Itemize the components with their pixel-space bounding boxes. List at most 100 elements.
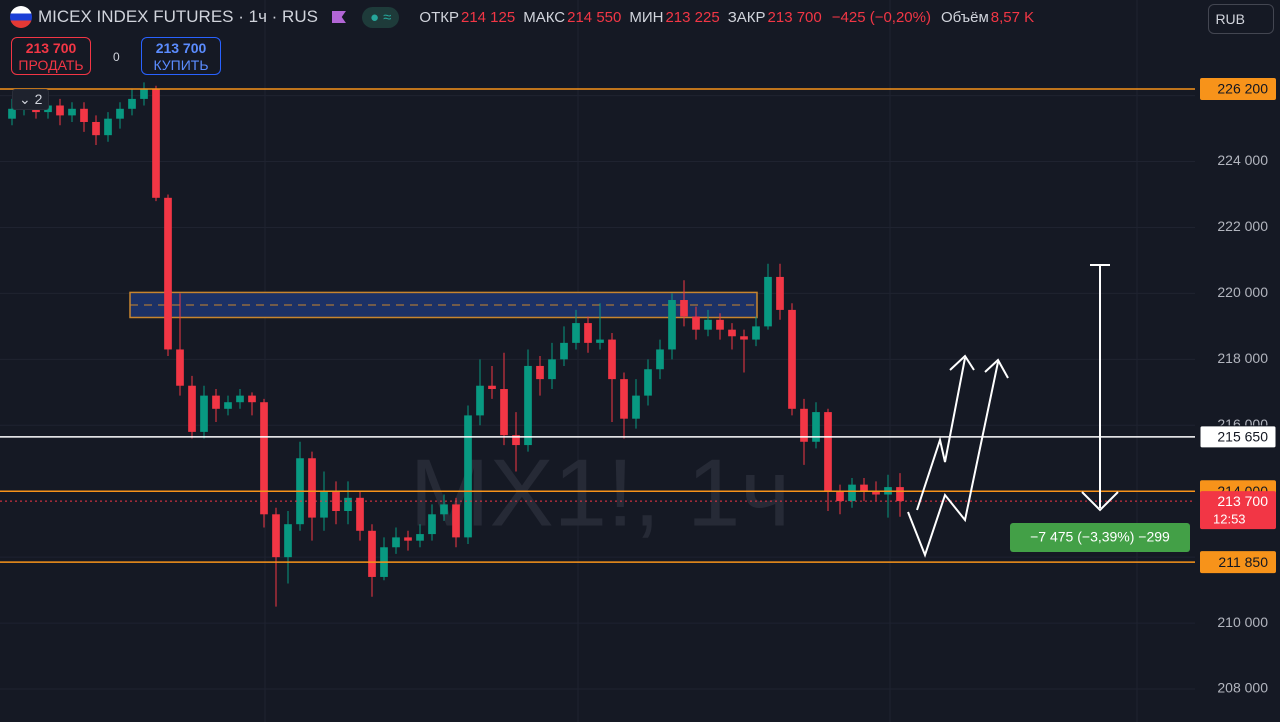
candle-body bbox=[308, 458, 316, 518]
level-tag bbox=[1200, 78, 1276, 101]
level-tag bbox=[1199, 425, 1277, 449]
candle-body bbox=[560, 342, 568, 360]
volume-key: Объём bbox=[941, 8, 989, 26]
candle-body bbox=[632, 395, 640, 419]
indicators-toggle[interactable]: ⌄ 2 bbox=[12, 89, 50, 110]
candle-body bbox=[200, 395, 208, 432]
drawings bbox=[907, 264, 1119, 558]
ohlc-value: 213 700 bbox=[767, 8, 822, 26]
candle-body bbox=[56, 105, 64, 116]
ohlc-value: 213 225 bbox=[665, 8, 720, 26]
y-tick-label: 218 000 bbox=[1217, 350, 1268, 366]
candle-body bbox=[224, 402, 232, 409]
candles bbox=[8, 82, 904, 607]
symbol[interactable]: MICEX INDEX FUTURES · 1ч · RUS bbox=[38, 7, 318, 26]
y-tick-label: 220 000 bbox=[1217, 284, 1268, 300]
candle-body bbox=[752, 326, 760, 340]
candle-body bbox=[656, 349, 664, 370]
candle-body bbox=[164, 197, 172, 350]
candle-body bbox=[584, 323, 592, 343]
candle-body bbox=[272, 514, 280, 558]
indicators-count: 2 bbox=[34, 91, 43, 107]
ohlc-key: ЗАКР bbox=[727, 8, 766, 26]
candle-body bbox=[368, 530, 376, 577]
candle-body bbox=[212, 395, 220, 409]
candle-body bbox=[440, 504, 448, 515]
ohlc-value: 214 550 bbox=[567, 8, 622, 26]
last-price-tag bbox=[1200, 491, 1276, 530]
candle-body bbox=[428, 514, 436, 535]
candle-body bbox=[836, 491, 844, 502]
y-tick-label: 224 000 bbox=[1217, 152, 1268, 168]
measure-label: −7 475 (−3,39%) −299 bbox=[1030, 529, 1170, 545]
candle-body bbox=[80, 108, 88, 122]
buy-label: КУПИТЬ bbox=[153, 57, 209, 73]
watermark: MX1!, 1ч bbox=[410, 439, 791, 546]
candle-body bbox=[824, 412, 832, 492]
candle-body bbox=[596, 339, 604, 343]
measure-box bbox=[1010, 523, 1190, 552]
buy-price: 213 700 bbox=[155, 40, 207, 56]
flag bbox=[10, 6, 32, 28]
candle-body bbox=[764, 276, 772, 327]
candle-body bbox=[452, 504, 460, 538]
y-tick-label: 222 000 bbox=[1217, 218, 1268, 234]
candle-body bbox=[476, 385, 484, 416]
candle-body bbox=[188, 385, 196, 432]
grid bbox=[0, 95, 1195, 690]
buy-button[interactable]: 213 700 КУПИТЬ bbox=[141, 37, 221, 75]
candle-body bbox=[176, 349, 184, 386]
candle-body bbox=[848, 484, 856, 502]
candle-body bbox=[812, 412, 820, 442]
candle-body bbox=[572, 323, 580, 343]
candle-body bbox=[140, 89, 148, 99]
level-label: 211 850 bbox=[1218, 554, 1268, 570]
candle-body bbox=[284, 524, 292, 558]
candle-body bbox=[236, 395, 244, 403]
candle-body bbox=[620, 379, 628, 419]
candle-body bbox=[788, 309, 796, 409]
candle-body bbox=[644, 369, 652, 396]
candle-body bbox=[344, 497, 352, 512]
level-tag bbox=[1200, 551, 1276, 574]
volume: 8,57 K bbox=[990, 8, 1035, 26]
countdown: 12:53 bbox=[1213, 512, 1246, 527]
sell-button[interactable]: 213 700 ПРОДАТЬ bbox=[11, 37, 91, 75]
y-tick-label: 210 000 bbox=[1217, 614, 1268, 630]
arrow-head bbox=[1081, 491, 1119, 512]
flag-tag bbox=[331, 11, 346, 23]
candle-body bbox=[680, 300, 688, 317]
ohlc-key: МАКС bbox=[523, 8, 566, 26]
arrow-head bbox=[949, 354, 975, 371]
candle-body bbox=[800, 408, 808, 442]
status-pill: ● ≈ bbox=[361, 6, 400, 28]
candle-body bbox=[392, 537, 400, 548]
ohlc-key: МИН bbox=[629, 8, 664, 26]
candle-body bbox=[404, 537, 412, 541]
candle-body bbox=[248, 395, 256, 403]
candle-body bbox=[536, 365, 544, 380]
candle-body bbox=[104, 118, 112, 136]
spread: 0 bbox=[113, 50, 120, 64]
candle-body bbox=[728, 329, 736, 337]
candle-body bbox=[608, 339, 616, 380]
level-label: 226 200 bbox=[1217, 81, 1268, 97]
zone-group bbox=[129, 291, 758, 319]
candle-body bbox=[860, 484, 868, 492]
candle-body bbox=[8, 108, 16, 119]
vertical-grid bbox=[264, 0, 1138, 722]
sell-label: ПРОДАТЬ bbox=[18, 57, 84, 73]
candle-body bbox=[692, 316, 700, 330]
candle-body bbox=[872, 491, 880, 495]
last-price-label: 213 700 bbox=[1217, 493, 1268, 509]
candle-body bbox=[716, 319, 724, 330]
candle-body bbox=[320, 491, 328, 518]
y-tick-label: 208 000 bbox=[1217, 680, 1268, 696]
change: −425 (−0,20%) bbox=[831, 8, 931, 26]
currency-select[interactable]: RUB bbox=[1208, 4, 1274, 34]
candle-body bbox=[740, 336, 748, 340]
projection-arrow bbox=[907, 361, 999, 558]
